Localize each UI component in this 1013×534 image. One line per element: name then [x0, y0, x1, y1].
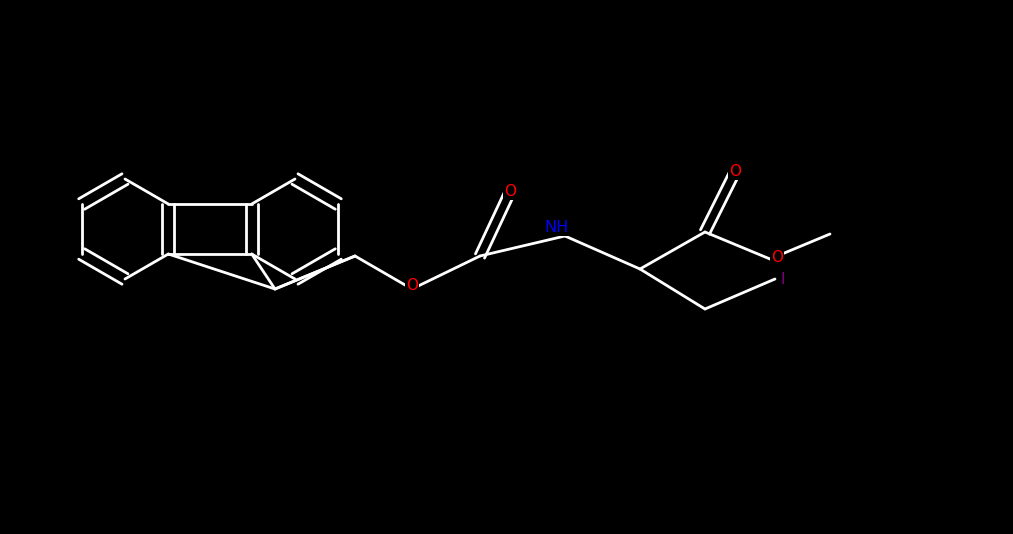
Text: O: O: [504, 185, 516, 200]
Text: O: O: [771, 249, 783, 264]
Text: NH: NH: [545, 221, 569, 235]
Text: I: I: [781, 271, 785, 287]
Text: O: O: [406, 279, 418, 294]
Text: O: O: [729, 164, 741, 179]
